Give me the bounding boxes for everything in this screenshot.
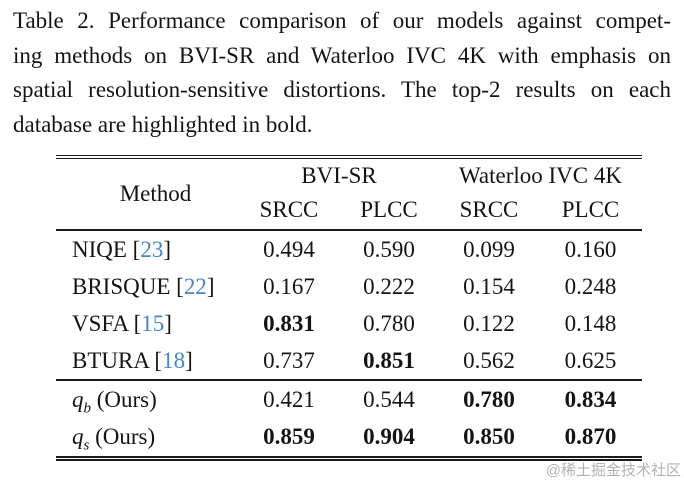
value-cell: 0.167 [263, 273, 315, 299]
method-label: qs (Ours) [56, 418, 239, 456]
col-header-plcc-waterloo: PLCC [539, 193, 643, 231]
bracket-close: ] [163, 236, 172, 262]
value-cell: 0.859 [263, 424, 315, 449]
value-cell: 0.494 [263, 236, 315, 262]
value-cell: 0.870 [564, 424, 617, 449]
value-cell: 0.904 [363, 424, 415, 449]
value-cell: 0.562 [463, 347, 515, 373]
value-cell: 0.122 [463, 310, 515, 336]
value-cell: 0.421 [239, 379, 339, 418]
col-header-srcc-bvi: SRCC [239, 193, 339, 231]
value-cell: 0.851 [363, 347, 415, 373]
citation-link[interactable]: 22 [183, 273, 207, 299]
value-cell: 0.850 [463, 424, 515, 449]
col-header-method: Method [56, 159, 239, 231]
value-cell: 0.831 [263, 310, 315, 336]
value-cell: 0.780 [363, 310, 415, 336]
value-cell: 0.737 [263, 347, 315, 373]
q-variable: qs [72, 424, 90, 454]
method-name: BRISQUE [ [72, 273, 184, 299]
method-label: qb (Ours) [56, 379, 239, 418]
citation-link[interactable]: 23 [140, 236, 164, 262]
citation-link[interactable]: 15 [141, 310, 165, 336]
table-row-qs-ours: qs (Ours) 0.859 0.904 0.850 0.870 [56, 418, 642, 456]
results-table: Method BVI-SR Waterloo IVC 4K SRCC PLCC … [56, 155, 643, 461]
value-cell: 0.780 [439, 379, 539, 418]
header-sub-row: SRCC PLCC SRCC PLCC [56, 193, 643, 231]
table-caption: Table 2. Performance comparison of our m… [13, 4, 671, 142]
value-cell: 0.625 [564, 347, 617, 373]
method-label: NIQE [23] [56, 231, 239, 268]
q-variable: qb [72, 386, 91, 417]
header-group-row: Method BVI-SR Waterloo IVC 4K [56, 159, 642, 231]
method-label: VSFA [15] [56, 305, 239, 342]
value-cell: 0.099 [463, 236, 515, 262]
table-row-qb-ours: qb (Ours) 0.421 0.544 0.780 0.834 [56, 379, 643, 418]
bracket-close: ] [206, 273, 215, 299]
caption-line: database are highlighted in bold. [13, 111, 313, 137]
ours-suffix: (Ours) [91, 386, 157, 412]
col-header-srcc-waterloo: SRCC [439, 193, 539, 231]
col-group-waterloo-ivc-4k: Waterloo IVC 4K [459, 163, 622, 188]
ours-suffix: (Ours) [89, 424, 156, 449]
value-cell: 0.154 [463, 273, 515, 299]
caption-line: spatial resolution-sensitive distortions… [13, 77, 671, 102]
value-cell: 0.834 [539, 379, 643, 418]
col-group-bvi-sr: BVI-SR [301, 163, 377, 188]
bracket-close: ] [185, 347, 193, 373]
bracket-close: ] [164, 310, 172, 336]
method-name: BTURA [ [72, 347, 163, 373]
table-row-brisque: BRISQUE [22] 0.167 0.222 0.154 0.248 [56, 268, 642, 305]
method-label: BRISQUE [22] [56, 268, 239, 305]
value-cell: 0.544 [339, 379, 439, 418]
value-cell: 0.148 [564, 310, 617, 336]
col-header-plcc-bvi: PLCC [339, 193, 439, 231]
method-label: BTURA [18] [56, 342, 239, 379]
method-name: VSFA [ [72, 310, 142, 336]
value-cell: 0.248 [564, 273, 617, 299]
table-row-niqe: NIQE [23] 0.494 0.590 0.099 0.160 [56, 231, 642, 268]
method-name: NIQE [ [72, 236, 141, 262]
caption-line: Table 2. Performance comparison of our m… [13, 8, 671, 33]
table-row-btura: BTURA [18] 0.737 0.851 0.562 0.625 [56, 342, 642, 379]
value-cell: 0.222 [363, 273, 415, 299]
table-row-vsfa: VSFA [15] 0.831 0.780 0.122 0.148 [56, 305, 642, 342]
watermark: @稀土掘金技术社区 [545, 462, 681, 479]
caption-line: ing methods on BVI-SR and Waterloo IVC 4… [13, 42, 671, 68]
value-cell: 0.590 [363, 236, 415, 262]
citation-link[interactable]: 18 [162, 347, 186, 373]
value-cell: 0.160 [564, 236, 617, 262]
